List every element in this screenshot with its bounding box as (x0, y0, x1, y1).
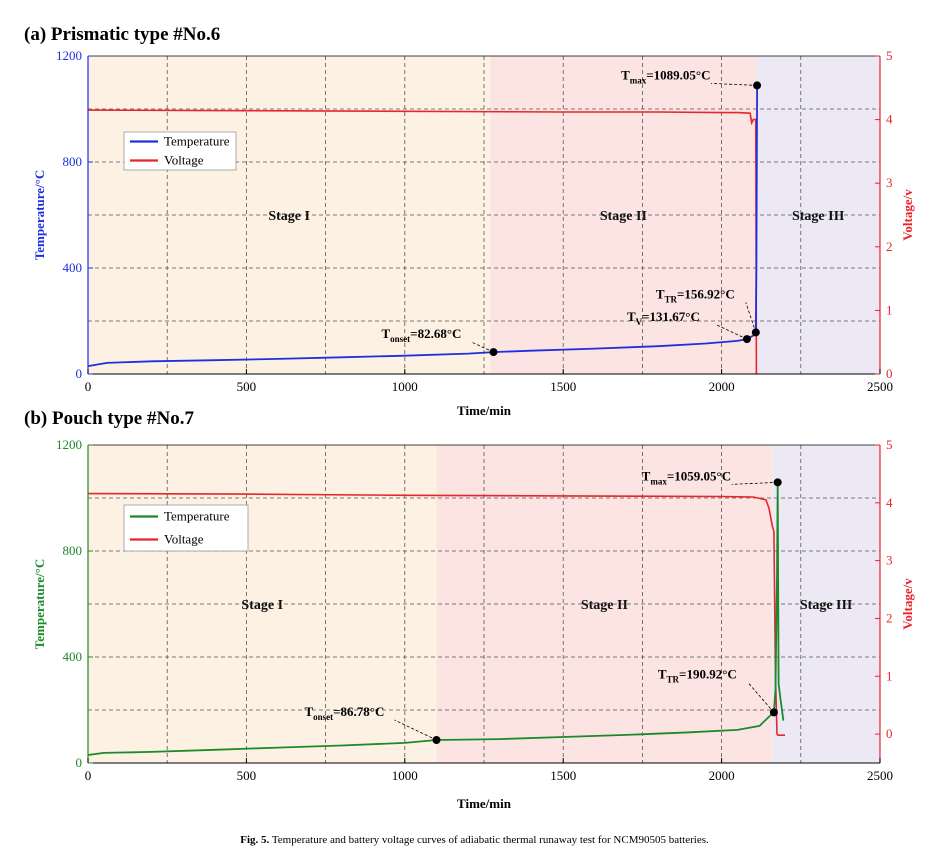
x-tick-label: 2500 (867, 768, 893, 783)
panel-title: (a) Prismatic type #No.6 (24, 24, 220, 45)
series-line-temperature (87, 482, 785, 756)
x-tick-label: 0 (85, 768, 92, 783)
caption-label: Fig. 5. (240, 834, 270, 846)
y-tick-label-left: 0 (76, 755, 83, 770)
annotation-point (751, 328, 760, 337)
y-tick-label-left: 800 (63, 154, 83, 169)
caption-text: Temperature and battery voltage curves o… (271, 834, 709, 846)
figure-caption: Fig. 5. Temperature and battery voltage … (0, 834, 949, 846)
annotation-point (773, 478, 782, 487)
annotation-point (769, 708, 778, 717)
annotation-label: Tmax=1059.05°C (642, 468, 731, 486)
figure: (a) Prismatic type #No.6 Stage I Stage II S… (24, 24, 915, 811)
y-tick-label-left: 0 (76, 366, 83, 381)
legend-label-voltage: Voltage (164, 153, 204, 168)
stage-label-3: Stage III (792, 209, 845, 224)
y-tick-label-left: 400 (63, 260, 83, 275)
stage-band-2 (436, 445, 773, 763)
y-axis-label-left: Temperature/°C (32, 559, 47, 649)
series-line-voltage (87, 492, 785, 737)
annotation-label: TV=131.67°C (627, 309, 700, 327)
stage-label-2: Stage II (581, 598, 628, 613)
annotation-leader (745, 302, 757, 333)
y-tick-label-right: 1 (886, 302, 893, 317)
y-axis-label-right: Voltage/v (900, 189, 915, 241)
legend-label-temperature: Temperature (164, 509, 230, 524)
y-tick-label-right: 2 (886, 610, 893, 625)
y-tick-label-left: 1200 (56, 437, 82, 452)
legend-box (123, 131, 237, 171)
y-axis-label-right: Voltage/v (900, 578, 915, 630)
y-tick-label-right: 3 (886, 553, 893, 568)
x-tick-label: 2000 (709, 768, 735, 783)
annotation-leader (716, 324, 748, 340)
y-tick-label-right: 5 (886, 48, 893, 63)
annotation-label: Tonset=86.78°C (304, 704, 384, 722)
annotation-point (742, 335, 751, 344)
series-line-voltage (87, 109, 758, 375)
y-tick-label-left: 1200 (56, 48, 82, 63)
panel-a: (a) Prismatic type #No.6 Stage I Stage II S… (24, 24, 915, 418)
annotation-point (432, 736, 441, 745)
y-tick-label-right: 2 (886, 239, 893, 254)
x-tick-label: 0 (85, 379, 92, 394)
y-tick-label-right: 0 (886, 366, 893, 381)
annotation-label: TTR=190.92°C (658, 666, 737, 684)
y-tick-label-left: 400 (63, 649, 83, 664)
x-tick-label: 500 (237, 768, 257, 783)
legend-label-temperature: Temperature (164, 134, 230, 149)
y-axis-label-left: Temperature/°C (32, 170, 47, 260)
x-tick-label: 1500 (550, 768, 576, 783)
x-axis-label: Time/min (457, 403, 512, 418)
y-tick-label-right: 1 (886, 668, 893, 683)
y-tick-label-right: 5 (886, 437, 893, 452)
y-tick-label-right: 4 (886, 495, 893, 510)
x-axis-label: Time/min (457, 796, 512, 811)
annotation-point (489, 348, 498, 357)
annotation-leader (711, 83, 758, 86)
annotation-point (753, 81, 762, 90)
panel-title: (b) Pouch type #No.7 (24, 408, 194, 429)
x-tick-label: 500 (237, 379, 257, 394)
y-tick-label-left: 800 (63, 543, 83, 558)
y-tick-label-right: 4 (886, 112, 893, 127)
legend-box (123, 504, 249, 552)
panel-b: (b) Pouch type #No.7 Stage I Stage II Stage… (24, 408, 915, 811)
annotation-leader (747, 682, 775, 713)
stage-label-1: Stage I (268, 209, 310, 224)
stage-label-1: Stage I (241, 598, 283, 613)
annotation-label: TTR=156.92°C (656, 286, 735, 304)
stage-band-1 (88, 56, 491, 374)
annotation-label: Tonset=82.68°C (382, 326, 462, 344)
x-tick-label: 1500 (550, 379, 576, 394)
annotation-label: Tmax=1089.05°C (621, 67, 710, 85)
y-tick-label-right: 3 (886, 175, 893, 190)
stage-label-2: Stage II (600, 209, 647, 224)
y-tick-label-right: 0 (886, 726, 893, 741)
x-tick-label: 1000 (392, 768, 418, 783)
x-tick-label: 1000 (392, 379, 418, 394)
x-tick-label: 2000 (709, 379, 735, 394)
legend-label-voltage: Voltage (164, 532, 204, 547)
annotation-leader (731, 481, 778, 485)
stage-label-3: Stage III (800, 598, 853, 613)
x-tick-label: 2500 (867, 379, 893, 394)
annotation-leader (394, 719, 437, 741)
annotation-leader (471, 341, 494, 353)
